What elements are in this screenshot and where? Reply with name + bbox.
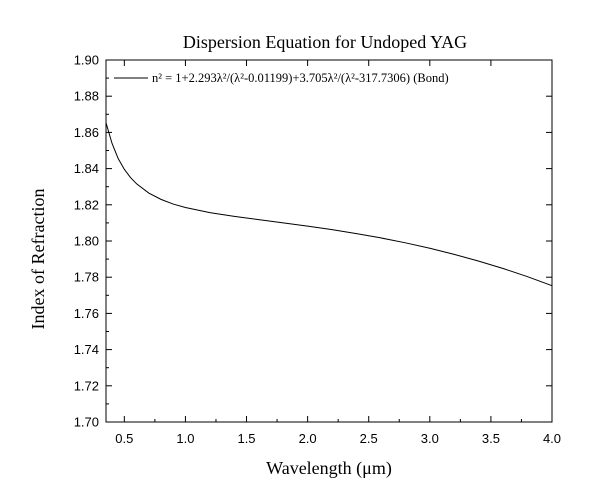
plot-frame	[105, 59, 553, 423]
y-tick-label: 1.76	[74, 306, 99, 321]
chart-title: Dispersion Equation for Undoped YAG	[183, 32, 467, 52]
x-tick-label: 1.0	[176, 431, 194, 446]
y-tick-label: 1.70	[74, 415, 99, 430]
y-tick-label: 1.82	[74, 197, 99, 212]
x-tick-label: 2.5	[360, 431, 378, 446]
y-tick-label: 1.88	[74, 89, 99, 104]
x-axis-title: Wavelength (μm)	[266, 458, 392, 479]
x-tick-label: 3.5	[482, 431, 500, 446]
y-tick-label: 1.78	[74, 270, 99, 285]
y-tick-label: 1.90	[74, 53, 99, 68]
x-tick-label: 0.5	[115, 431, 133, 446]
x-tick-label: 3.0	[421, 431, 439, 446]
y-axis-ticks: 1.70 1.72 1.74 1.76 1.78 1.80 1.82 1.84 1.86 1.88…	[74, 53, 552, 430]
x-tick-label: 1.5	[237, 431, 255, 446]
y-tick-label: 1.80	[74, 234, 99, 249]
legend: n² = 1+2.293λ²/(λ²-0.01199)+3.705λ²/(λ²-…	[114, 71, 449, 85]
legend-entry-label: n² = 1+2.293λ²/(λ²-0.01199)+3.705λ²/(λ²-…	[152, 71, 449, 85]
x-tick-label: 4.0	[543, 431, 561, 446]
x-tick-label: 2.0	[299, 431, 317, 446]
y-axis-title: Index of Refraction	[28, 189, 48, 330]
series-line	[105, 122, 553, 287]
y-tick-label: 1.74	[74, 342, 99, 357]
y-tick-label: 1.86	[74, 125, 99, 140]
y-axis-label: Index of Refraction	[28, 189, 48, 330]
series-layer	[105, 122, 553, 287]
y-tick-label: 1.72	[74, 378, 99, 393]
x-axis-ticks: 0.5 1.0 1.5 2.0 2.5 3.0 3.5 4.0	[115, 60, 561, 446]
y-tick-label: 1.84	[74, 161, 99, 176]
